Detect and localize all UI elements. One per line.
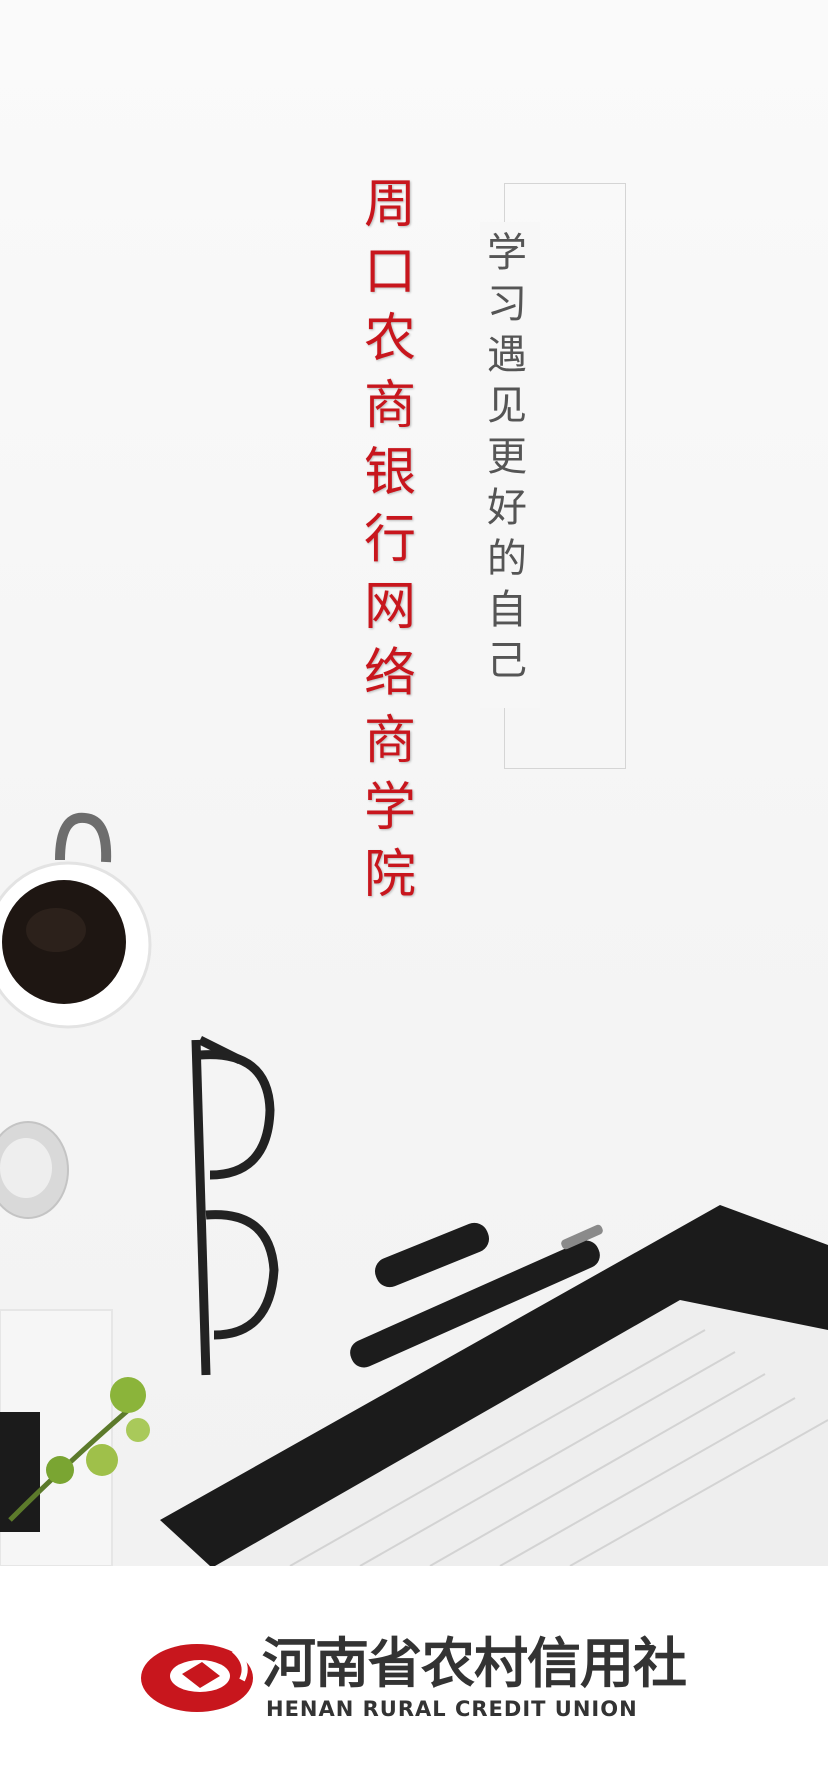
slogan-char: 好 bbox=[487, 485, 527, 531]
title-char: 行 bbox=[363, 510, 416, 570]
slogan-char: 更 bbox=[487, 434, 527, 480]
slogan-char: 遇 bbox=[487, 332, 527, 378]
glasses-image bbox=[191, 1035, 279, 1376]
title-char: 银 bbox=[363, 443, 416, 503]
slogan-frame-gap bbox=[480, 222, 540, 708]
coffee-cup-image bbox=[0, 812, 152, 1029]
title-char: 农 bbox=[363, 309, 416, 369]
title-char: 商 bbox=[363, 376, 416, 436]
title-char: 络 bbox=[363, 644, 416, 704]
slogan: 学 习 遇 见 更 好 的 自 己 bbox=[484, 228, 530, 687]
title-char: 院 bbox=[363, 845, 416, 905]
title-char: 周 bbox=[363, 175, 416, 235]
title-char: 口 bbox=[363, 242, 416, 302]
pot-image bbox=[0, 1121, 150, 1566]
slogan-char: 的 bbox=[487, 536, 527, 582]
app-title: 周 口 农 商 银 行 网 络 商 学 院 bbox=[360, 172, 420, 909]
title-char: 网 bbox=[363, 577, 416, 637]
title-char: 商 bbox=[363, 711, 416, 771]
logo-english-text: HENAN RURAL CREDIT UNION bbox=[266, 1697, 638, 1721]
slogan-char: 见 bbox=[487, 383, 527, 429]
pen-image bbox=[350, 1222, 603, 1368]
slogan-char: 学 bbox=[487, 230, 527, 276]
slogan-char: 自 bbox=[487, 587, 527, 633]
desk-photo bbox=[0, 812, 828, 1566]
rural-credit-logo-icon bbox=[141, 1644, 253, 1712]
slogan-char: 己 bbox=[487, 638, 527, 684]
footer bbox=[0, 1566, 828, 1792]
logo-chinese-text: 河南省农村信用社 bbox=[262, 1632, 687, 1695]
slogan-char: 习 bbox=[487, 281, 527, 327]
laptop-image bbox=[160, 1205, 828, 1566]
splash-hero: 周 口 农 商 银 行 网 络 商 学 院 学 习 遇 见 更 好 的 自 己 bbox=[0, 0, 828, 1566]
title-char: 学 bbox=[363, 778, 416, 838]
